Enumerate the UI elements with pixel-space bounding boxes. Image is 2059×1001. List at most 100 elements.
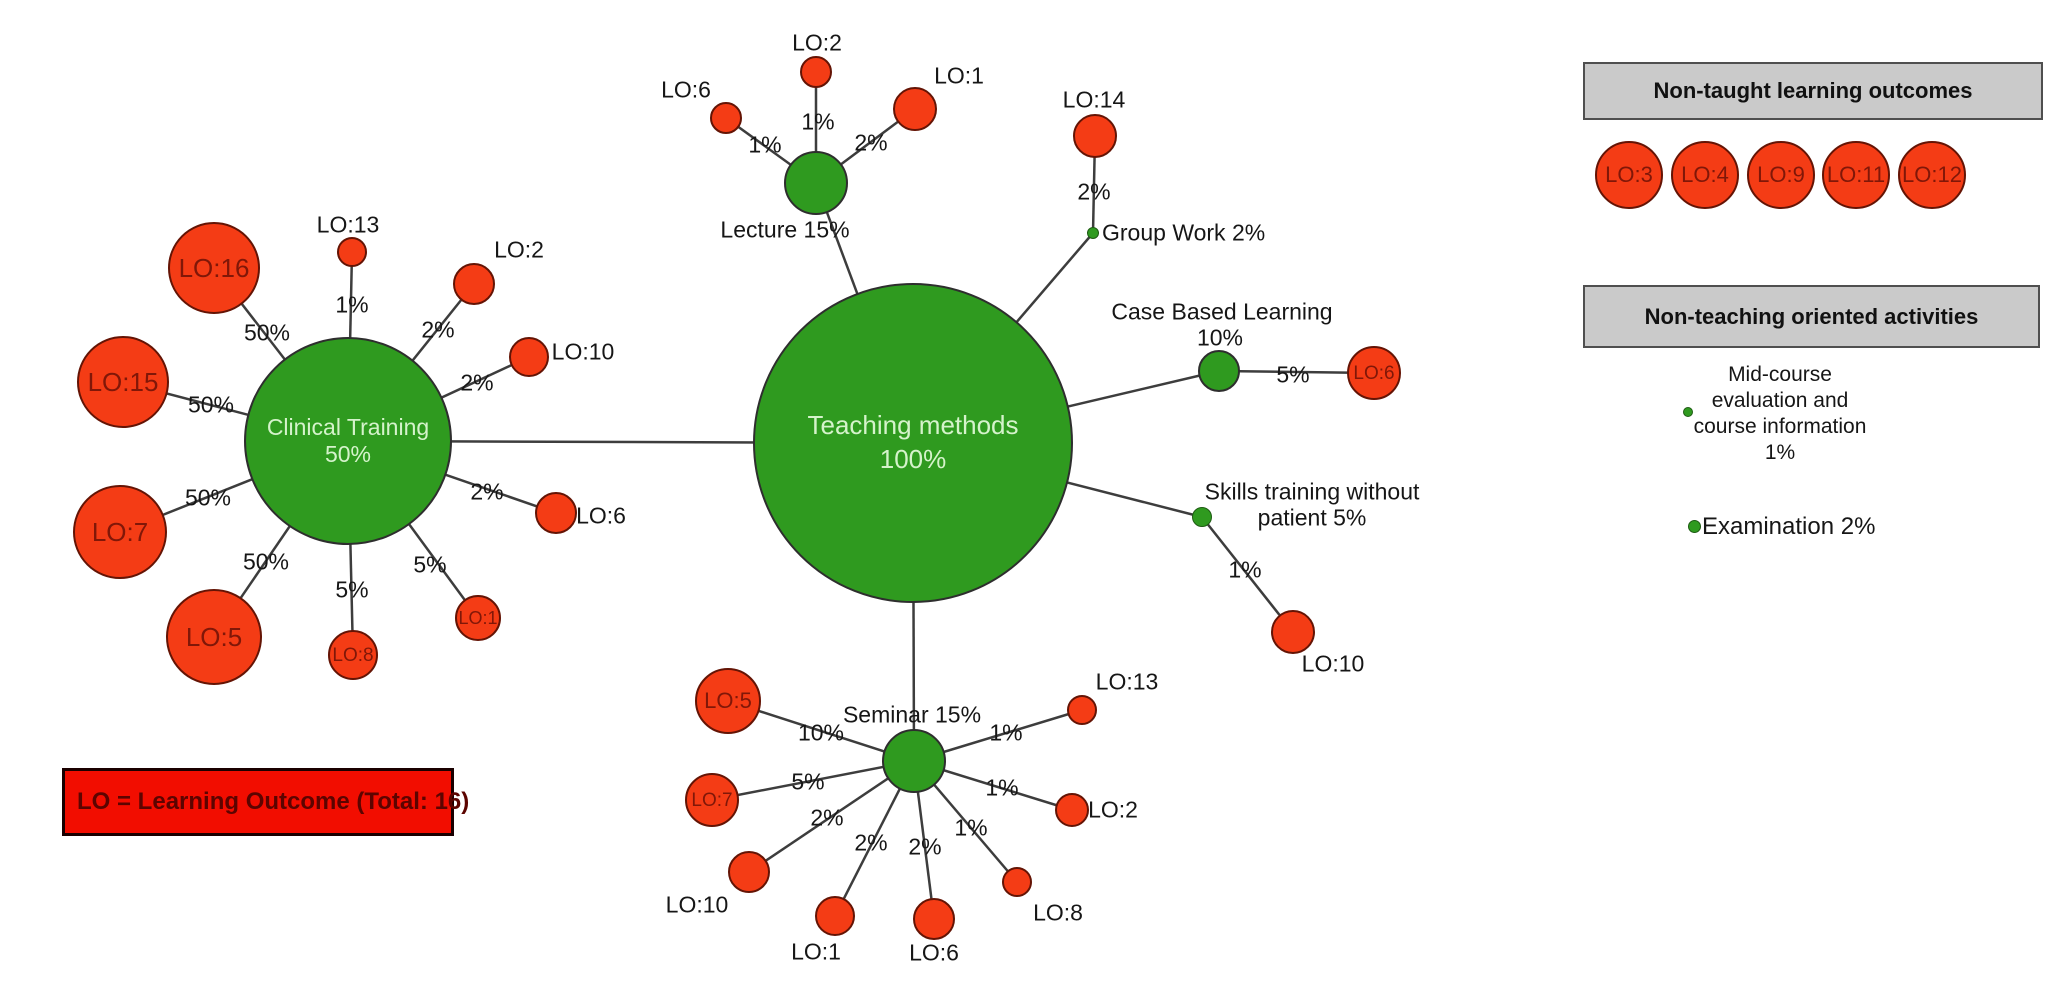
- lo-label: LO:15: [87, 367, 159, 397]
- lo-label: LO:1: [458, 608, 498, 628]
- lo-label: LO:7: [691, 789, 733, 811]
- label-seminar-lo13: LO:13: [1095, 668, 1159, 695]
- node-lecture-lo1: [893, 87, 937, 131]
- node-clinical-lo7: LO:7: [73, 485, 167, 579]
- node-seminar: [882, 729, 946, 793]
- node-skills-training: [1192, 507, 1212, 527]
- label-lecture-lo2: LO:2: [792, 29, 842, 56]
- pct-lecture-lo1: 2%: [854, 129, 888, 156]
- pct-seminar-lo13: 1%: [989, 719, 1023, 746]
- examination-label: Examination 2%: [1702, 513, 1876, 540]
- non-taught-header: Non-taught learning outcomes: [1583, 62, 2043, 120]
- lo-label: LO:9: [1757, 162, 1805, 187]
- lo-label: LO:5: [704, 688, 752, 713]
- legend-label: LO = Learning Outcome (Total: 16): [77, 788, 470, 815]
- node-lecture: [784, 151, 848, 215]
- label-seminar-lo10: LO:10: [665, 891, 729, 918]
- pct-seminar-lo8: 1%: [954, 814, 988, 841]
- edge-seminar-lo7: [711, 759, 915, 802]
- midcourse-line4: 1%: [1764, 441, 1796, 464]
- node-casebased-lo6: LO:6: [1347, 346, 1401, 400]
- label-clinical-lo10: LO:10: [551, 338, 615, 365]
- node-case-based-learning: [1198, 350, 1240, 392]
- lo-label: LO:16: [178, 253, 250, 283]
- pct-clinical-lo15: 50%: [187, 391, 235, 418]
- label-seminar-lo1: LO:1: [791, 938, 841, 965]
- pct-clinical-lo1: 5%: [413, 551, 447, 578]
- pct-clinical-lo2: 2%: [421, 316, 455, 343]
- pct-seminar-lo6: 2%: [908, 833, 942, 860]
- pct-casebased-lo6: 5%: [1276, 361, 1310, 388]
- pct-clinical-lo10: 2%: [460, 369, 494, 396]
- pct-clinical-lo13: 1%: [335, 291, 369, 318]
- label-seminar-lo6: LO:6: [909, 939, 959, 966]
- label-groupwork-lo14: LO:14: [1062, 86, 1126, 113]
- pct-seminar-lo10: 2%: [810, 804, 844, 831]
- node-seminar-lo10: [728, 851, 770, 893]
- node-nontaught-lo12: LO:12: [1898, 141, 1966, 209]
- node-clinical-training: Clinical Training 50%: [244, 337, 452, 545]
- skills-label-line2: patient 5%: [1257, 504, 1367, 531]
- node-clinical-lo6: [535, 492, 577, 534]
- pct-lecture-lo2: 1%: [801, 108, 835, 135]
- label-skills-lo10: LO:10: [1301, 650, 1365, 677]
- pct-groupwork-lo14: 2%: [1077, 178, 1111, 205]
- node-nontaught-lo4: LO:4: [1671, 141, 1739, 209]
- lo-label: LO:4: [1681, 162, 1729, 187]
- midcourse-line3: course information: [1693, 415, 1867, 438]
- clinical-training-label: Clinical Training 50%: [266, 414, 430, 467]
- lo-label: LO:7: [91, 517, 149, 547]
- node-seminar-lo2: [1055, 793, 1089, 827]
- pct-seminar-lo7: 5%: [791, 768, 825, 795]
- node-clinical-lo5: LO:5: [166, 589, 262, 685]
- pct-clinical-lo6: 2%: [470, 478, 504, 505]
- label-lecture-lo6: LO:6: [661, 76, 711, 103]
- lo-label: LO:12: [1902, 162, 1962, 187]
- pct-clinical-lo16: 50%: [243, 319, 291, 346]
- node-teaching-methods: Teaching methods 100%: [753, 283, 1073, 603]
- edge-skills-lo10: [1201, 516, 1294, 633]
- node-skills-lo10: [1271, 610, 1315, 654]
- pct-lecture-lo6: 1%: [748, 131, 782, 158]
- node-nontaught-lo3: LO:3: [1595, 141, 1663, 209]
- pct-seminar-lo2: 1%: [985, 774, 1019, 801]
- lecture-label: Lecture 15%: [720, 216, 850, 243]
- lo-label: LO:6: [1353, 362, 1395, 384]
- node-clinical-lo1: LO:1: [455, 595, 501, 641]
- pct-seminar-lo1: 2%: [854, 829, 888, 856]
- label-seminar-lo8: LO:8: [1033, 899, 1083, 926]
- lo-label: LO:3: [1605, 162, 1653, 187]
- midcourse-line2: evaluation and: [1711, 389, 1849, 412]
- teaching-methods-label: Teaching methods 100%: [807, 410, 1018, 475]
- midcourse-text: Mid-course evaluation and course informa…: [1668, 362, 1892, 466]
- node-lecture-lo2: [800, 56, 832, 88]
- skills-label-line1: Skills training without: [1204, 478, 1420, 505]
- node-group-work: [1087, 227, 1099, 239]
- node-lecture-lo6: [710, 102, 742, 134]
- node-clinical-lo8: LO:8: [328, 630, 378, 680]
- pct-clinical-lo7: 50%: [184, 484, 232, 511]
- pct-clinical-lo5: 50%: [242, 548, 290, 575]
- seminar-label: Seminar 15%: [842, 701, 982, 728]
- midcourse-bullet: [1683, 407, 1693, 417]
- case-based-pct: 10%: [1196, 324, 1244, 351]
- node-seminar-lo6: [913, 898, 955, 940]
- label-clinical-lo13: LO:13: [316, 211, 380, 238]
- label-lecture-lo1: LO:1: [934, 62, 984, 89]
- node-seminar-lo8: [1002, 867, 1032, 897]
- node-nontaught-lo11: LO:11: [1822, 141, 1890, 209]
- lo-label: LO:11: [1826, 162, 1886, 187]
- node-clinical-lo15: LO:15: [77, 336, 169, 428]
- node-clinical-lo13: [337, 237, 367, 267]
- examination-bullet: [1688, 520, 1701, 533]
- node-clinical-lo10: [509, 337, 549, 377]
- non-teaching-header: Non-teaching oriented activities: [1583, 285, 2040, 348]
- node-nontaught-lo9: LO:9: [1747, 141, 1815, 209]
- label-clinical-lo2: LO:2: [494, 236, 544, 263]
- lo-label: LO:8: [332, 644, 374, 666]
- label-clinical-lo6: LO:6: [576, 502, 626, 529]
- pct-seminar-lo5: 10%: [797, 719, 845, 746]
- node-seminar-lo5: LO:5: [695, 668, 761, 734]
- legend-box: LO = Learning Outcome (Total: 16): [62, 768, 469, 836]
